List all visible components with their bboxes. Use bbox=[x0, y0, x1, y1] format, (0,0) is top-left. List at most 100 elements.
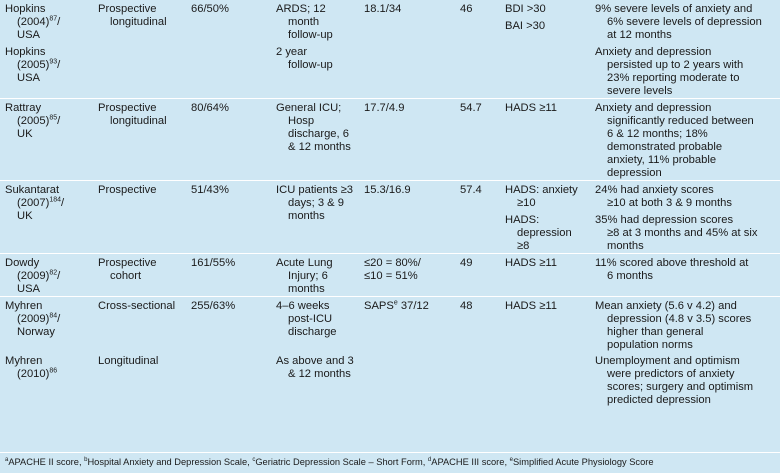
footnote-item: bHospital Anxiety and Depression Scale, bbox=[84, 456, 253, 467]
population-line: follow-up bbox=[288, 59, 333, 71]
population-line: Hosp bbox=[288, 115, 315, 127]
design-line: longitudinal bbox=[110, 16, 167, 28]
footnote-item: eSimplified Acute Physiology Score bbox=[509, 456, 654, 467]
table-body: Hopkins (2004)87/USA Hopkins (2005)93/USA Pr… bbox=[0, 0, 780, 407]
table-row: Myhren (2009)84/Norway Cross-sectional 255/… bbox=[0, 296, 780, 352]
measure-line: HADS ≥11 bbox=[505, 102, 557, 114]
table-row: Sukantarat (2007)184/UK Prospective 51/43% I… bbox=[0, 180, 780, 254]
study-author: Hopkins bbox=[5, 46, 46, 58]
design-line: Cross-sectional bbox=[98, 300, 176, 312]
population-line: discharge, 6 bbox=[288, 128, 349, 140]
age-cell: 54.7 bbox=[455, 98, 500, 181]
study-year-ref: (2010)86 bbox=[17, 367, 58, 380]
population-cell: ICU patients ≥3 days; 3 & 9 months bbox=[271, 180, 359, 254]
study-year-ref: (2009)84/ bbox=[17, 312, 61, 325]
findings-line: depression (4.8 v 3.5) scores bbox=[607, 313, 752, 325]
design-line: Prospective bbox=[98, 257, 157, 269]
population-line: months bbox=[288, 283, 325, 295]
findings-line: persisted up to 2 years with bbox=[607, 59, 744, 71]
study-author: Dowdy bbox=[5, 257, 40, 269]
age-cell: 46 bbox=[460, 3, 473, 15]
findings-line: Mean anxiety (5.6 v 4.2) and bbox=[595, 300, 737, 312]
population-line: 2 year bbox=[276, 46, 308, 58]
study-author: Hopkins bbox=[5, 3, 46, 15]
table-row: Dowdy (2009)82/USA Prospective cohort 161/55… bbox=[0, 253, 780, 297]
study-year-ref: (2005)93/ bbox=[17, 58, 61, 71]
population-line: follow-up bbox=[288, 29, 333, 41]
findings-line: anxiety, 11% probable bbox=[607, 154, 717, 166]
population-line: & 12 months bbox=[288, 141, 351, 153]
study-cell: Myhren (2009)84/Norway bbox=[0, 296, 93, 352]
findings-line: demonstrated probable bbox=[607, 141, 723, 153]
studies-table: Hopkins (2004)87/USA Hopkins (2005)93/USA Pr… bbox=[0, 0, 780, 407]
study-country: USA bbox=[17, 283, 41, 295]
severity-cell: SAPSe 37/12 bbox=[359, 296, 455, 352]
table-footnotes: aAPACHE II score, bHospital Anxiety and … bbox=[0, 452, 780, 473]
population-cell: Acute Lung Injury; 6 months bbox=[271, 253, 359, 297]
design-line: cohort bbox=[110, 270, 142, 282]
findings-line: Anxiety and depression bbox=[595, 46, 712, 58]
population-line: ICU patients ≥3 bbox=[276, 184, 354, 196]
measure-line: BAI >30 bbox=[505, 20, 546, 32]
measure-line: ≥8 bbox=[517, 240, 530, 252]
population-line: General ICU; bbox=[276, 102, 342, 114]
design-cell: Prospective longitudinal bbox=[93, 98, 186, 181]
findings-line: 23% reporting moderate to bbox=[607, 72, 740, 84]
sample-cell: 66/50% bbox=[191, 3, 229, 15]
population-cell: 4–6 weeks post-ICU discharge bbox=[271, 296, 359, 352]
study-cell: Hopkins (2004)87/USA Hopkins (2005)93/USA bbox=[0, 0, 93, 99]
findings-cell: 11% scored above threshold at 6 months bbox=[590, 253, 780, 297]
findings-cell: Unemployment and optimism were predictors… bbox=[590, 352, 780, 407]
study-cell: Dowdy (2009)82/USA bbox=[0, 253, 93, 297]
measure-cell: HADS: anxiety ≥10 HADS: depression ≥8 bbox=[500, 180, 590, 254]
population-line: 4–6 weeks bbox=[276, 300, 330, 312]
study-year-ref: (2009)82/ bbox=[17, 269, 61, 282]
findings-line: 24% had anxiety scores bbox=[595, 184, 714, 196]
findings-line: higher than general bbox=[607, 326, 704, 338]
sample-cell: 51/43% bbox=[186, 180, 271, 254]
study-year-ref: (2004)87/ bbox=[17, 15, 61, 28]
findings-cell: 24% had anxiety scores ≥10 at both 3 & 9 … bbox=[590, 180, 780, 254]
design-line: Longitudinal bbox=[98, 355, 159, 367]
findings-line: Unemployment and optimism bbox=[595, 355, 740, 367]
design-line: Prospective bbox=[98, 102, 157, 114]
findings-line: months bbox=[607, 240, 644, 252]
findings-line: 11% scored above threshold at bbox=[595, 257, 749, 269]
population-line: post-ICU bbox=[288, 313, 333, 325]
measure-line: HADS: anxiety bbox=[505, 184, 578, 196]
study-country: UK bbox=[17, 210, 33, 222]
sample-cell bbox=[186, 352, 271, 407]
design-line: Prospective bbox=[98, 3, 157, 15]
study-country: USA bbox=[17, 72, 41, 84]
sample-cell: 80/64% bbox=[186, 98, 271, 181]
measure-cell: BDI >30 BAI >30 bbox=[500, 0, 590, 99]
population-line: months bbox=[288, 210, 325, 222]
measure-cell bbox=[500, 352, 590, 407]
findings-line: predicted depression bbox=[607, 394, 711, 406]
study-country: UK bbox=[17, 128, 33, 140]
findings-line: ≥10 at both 3 & 9 months bbox=[607, 197, 732, 209]
age-cell: 57.4 bbox=[455, 180, 500, 254]
population-line: discharge bbox=[288, 326, 337, 338]
measure-line: ≥10 bbox=[517, 197, 536, 209]
design-cell: Prospective bbox=[93, 180, 186, 254]
study-cell: Myhren (2010)86 bbox=[0, 352, 93, 407]
population-line: ARDS; 12 bbox=[276, 3, 326, 15]
measure-line: HADS: bbox=[505, 214, 540, 226]
study-cell: Sukantarat (2007)184/UK bbox=[0, 180, 93, 254]
study-country: Norway bbox=[17, 326, 55, 338]
footnote-item: dAPACHE III score, bbox=[427, 456, 510, 467]
findings-line: were predictors of anxiety bbox=[607, 368, 735, 380]
age-cell: 49 bbox=[455, 253, 500, 297]
table-row: Myhren (2010)86 Longitudinal As above and 3… bbox=[0, 352, 780, 407]
measure-line: depression bbox=[517, 227, 572, 239]
findings-line: severe levels bbox=[607, 85, 673, 97]
severity-cell bbox=[359, 352, 455, 407]
measure-line: HADS ≥11 bbox=[505, 300, 557, 312]
findings-line: significantly reduced between bbox=[607, 115, 754, 127]
severity-line: ≤20 = 80%/ bbox=[364, 257, 421, 269]
study-year-ref: (2007)184/ bbox=[17, 196, 65, 209]
study-country: USA bbox=[17, 29, 41, 41]
population-line: & 12 months bbox=[288, 368, 351, 380]
